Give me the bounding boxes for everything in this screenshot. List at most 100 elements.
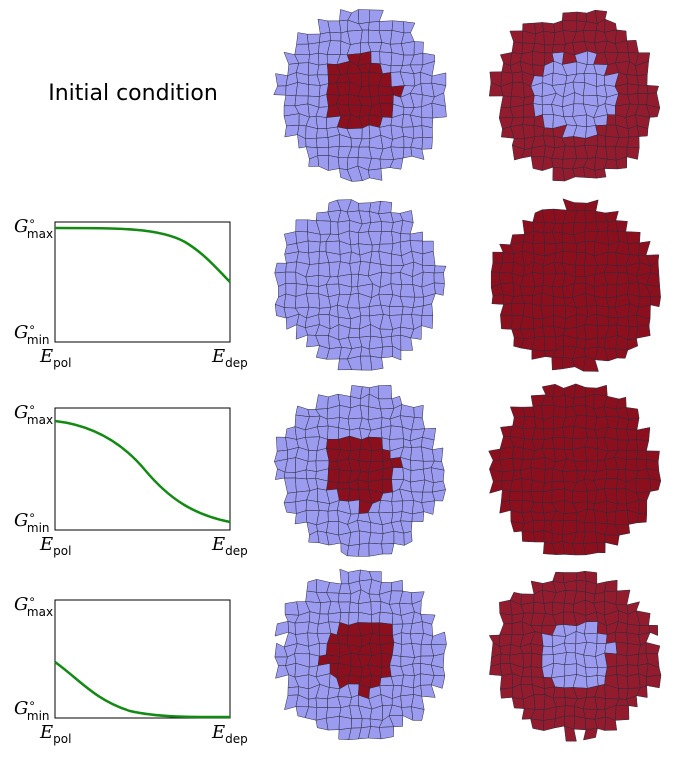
cell — [533, 602, 545, 613]
cell — [520, 287, 534, 296]
cell — [379, 612, 393, 624]
cell — [389, 307, 403, 316]
cell — [583, 532, 597, 544]
cell — [626, 450, 638, 459]
cell — [585, 200, 599, 211]
cell — [512, 72, 523, 83]
cell — [392, 468, 404, 480]
cell — [274, 86, 286, 95]
cell — [500, 315, 512, 329]
cell — [339, 593, 351, 602]
cell — [647, 85, 659, 93]
cell — [564, 706, 574, 717]
cell — [564, 643, 575, 653]
cell — [576, 521, 585, 532]
cell — [627, 418, 640, 430]
figure: Initial condition G∘maxG∘minEpolEdepG∘ma… — [0, 0, 674, 755]
cell — [275, 263, 287, 273]
x-left-label: Epol — [39, 346, 71, 370]
cell — [596, 222, 608, 232]
cell — [627, 137, 639, 148]
cell — [649, 625, 658, 635]
plot-frame — [55, 600, 230, 718]
cell — [392, 231, 401, 243]
cell — [288, 687, 299, 696]
cell — [531, 719, 544, 731]
cell — [328, 510, 339, 521]
y-bottom-label-sub: min — [27, 709, 50, 723]
cell — [286, 262, 297, 272]
cell — [422, 265, 435, 273]
cell — [651, 297, 661, 307]
cell — [379, 86, 394, 96]
x-right-label-symbol: E — [211, 346, 225, 367]
cell — [532, 350, 546, 360]
cell — [542, 490, 552, 503]
cell — [500, 613, 512, 624]
cell — [422, 137, 433, 149]
y-bottom-label: G∘min — [14, 320, 50, 347]
cell — [410, 232, 422, 241]
cell — [284, 472, 295, 478]
tissue — [489, 10, 660, 181]
tissue — [274, 9, 447, 181]
cell — [616, 349, 628, 358]
cell — [284, 114, 299, 126]
cell — [394, 531, 404, 545]
cell — [523, 117, 536, 126]
cell — [347, 544, 360, 556]
cell — [606, 284, 617, 298]
cell — [286, 272, 297, 284]
cell — [553, 297, 565, 306]
cell — [361, 72, 369, 87]
x-right-label-sub: dep — [225, 732, 248, 746]
cell — [533, 520, 545, 532]
cell — [308, 450, 317, 461]
cell — [401, 42, 414, 56]
cell — [340, 569, 349, 584]
cell — [576, 12, 587, 22]
cell — [369, 10, 383, 22]
tissue — [275, 569, 447, 740]
cell — [512, 697, 524, 708]
cell — [552, 520, 564, 535]
cell — [410, 460, 423, 470]
cell — [371, 449, 383, 462]
tissue — [491, 199, 660, 372]
cell — [650, 479, 661, 491]
cell — [296, 82, 309, 96]
cell — [544, 45, 553, 53]
y-top-label-sup: ∘ — [28, 592, 36, 606]
cell — [544, 336, 556, 350]
cell — [316, 395, 329, 410]
cell — [369, 543, 383, 556]
cell — [392, 242, 402, 256]
cell — [646, 675, 661, 688]
cell — [638, 93, 648, 104]
cell — [351, 274, 358, 287]
cell — [412, 306, 424, 316]
cell — [533, 95, 542, 105]
cell — [636, 478, 650, 493]
cell — [284, 232, 296, 246]
cell — [330, 221, 338, 234]
cell — [584, 325, 598, 340]
cell — [434, 283, 444, 295]
cell — [359, 449, 372, 462]
cell — [403, 147, 412, 158]
cell — [421, 315, 432, 328]
cell — [637, 427, 650, 440]
cell — [326, 716, 339, 730]
cell — [646, 642, 660, 654]
cell — [379, 251, 392, 265]
cell — [544, 531, 552, 544]
cell — [584, 522, 596, 532]
cell — [339, 716, 352, 729]
cell — [616, 654, 627, 666]
cell — [402, 707, 413, 721]
cell — [370, 356, 383, 370]
cell — [391, 53, 404, 66]
cell — [339, 20, 347, 33]
cell — [628, 243, 640, 255]
cell — [400, 405, 414, 418]
